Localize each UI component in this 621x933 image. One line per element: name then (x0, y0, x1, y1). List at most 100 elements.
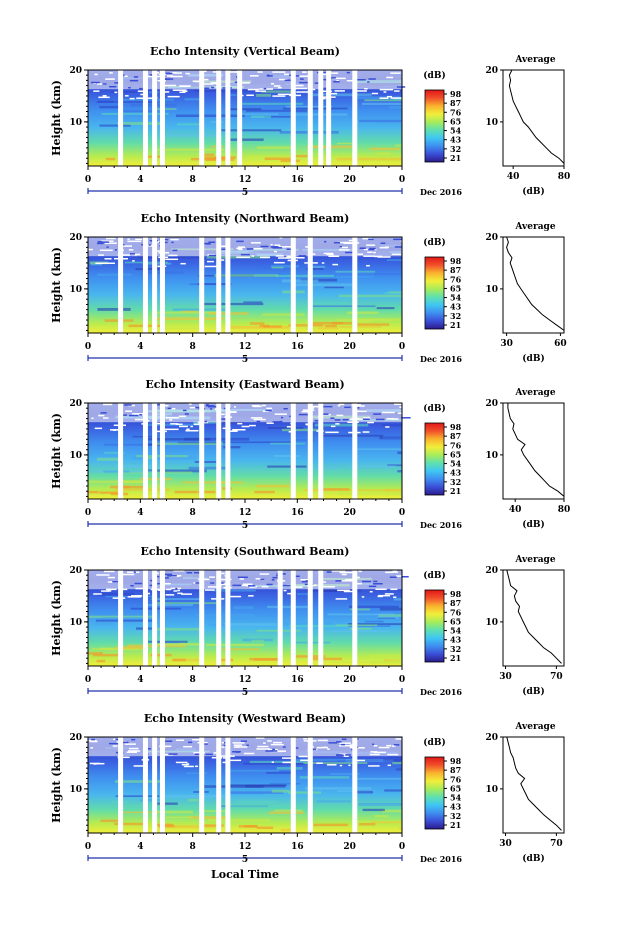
heatmap-blank (272, 71, 286, 73)
heatmap-streak (294, 283, 356, 287)
heatmap-streak (243, 762, 306, 765)
heatmap-speckle (401, 417, 411, 419)
heatmap-speckle (260, 245, 269, 248)
colorbar-unit: (dB) (423, 237, 445, 248)
heatmap-blank (227, 411, 237, 413)
heatmap-blank (267, 740, 272, 742)
heatmap-blank (303, 738, 308, 740)
heatmap-speckle (109, 85, 117, 88)
heatmap-streak (101, 617, 164, 620)
heatmap-blank (259, 256, 271, 259)
heatmap-blank (255, 737, 265, 739)
average-frame (502, 569, 565, 667)
heatmap-speckle (206, 404, 209, 406)
heatmap-streak (160, 327, 203, 330)
heatmap-gap (225, 403, 231, 499)
heatmap-streak (195, 614, 255, 617)
heatmap-streak (187, 798, 199, 802)
heatmap-speckle (396, 86, 406, 88)
heatmap-gap (142, 70, 148, 166)
heatmap-streak (330, 489, 390, 491)
heatmap-blank (362, 431, 370, 433)
x-tick-label: 4 (137, 675, 143, 685)
heatmap-speckle (165, 740, 173, 742)
heatmap-patch (174, 490, 198, 494)
heatmap-blank (185, 429, 199, 432)
x-tick-label: 12 (239, 842, 252, 852)
heatmap-gap (152, 570, 158, 666)
heatmap-blank (369, 753, 380, 756)
heatmap-speckle (272, 748, 275, 751)
heatmap-speckle (359, 247, 366, 249)
heatmap-speckle (131, 738, 136, 741)
colorbar-tick-label: 43 (450, 468, 462, 478)
heatmap-blank (337, 404, 341, 407)
heatmap-speckle (333, 241, 341, 244)
heatmap-blank (274, 250, 277, 253)
heatmap-speckle (323, 78, 328, 81)
heatmap-streak (99, 105, 119, 109)
heatmap-gap (326, 70, 332, 166)
heatmap-blank (237, 246, 246, 248)
heatmap-streak (151, 627, 200, 631)
heatmap-gap (152, 737, 158, 833)
heatmap-gap (159, 737, 165, 833)
heatmap-gap (159, 570, 165, 666)
heatmap-speckle (326, 571, 332, 573)
heatmap-streak (387, 464, 402, 467)
heatmap-blank (147, 592, 151, 595)
heatmap-streak (308, 301, 348, 305)
heatmap-blank (358, 570, 362, 573)
heatmap-blank (339, 764, 343, 767)
average-title: Average (514, 55, 555, 65)
heatmap-blank (129, 97, 135, 100)
heatmap-streak (393, 285, 402, 289)
heatmap-streak (159, 794, 227, 798)
heatmap-blank (261, 585, 269, 588)
heatmap-speckle (118, 741, 129, 744)
heatmap-streak (357, 96, 401, 100)
heatmap-blank (317, 739, 327, 742)
heatmap-patch (122, 485, 146, 489)
heatmap-streak (347, 623, 402, 626)
heatmap-speckle (281, 584, 291, 587)
colorbar-tick-label: 32 (450, 811, 461, 821)
heatmap-blank (353, 759, 366, 762)
heatmap-streak (376, 152, 392, 156)
heatmap-blank (266, 422, 274, 424)
y-tick-label: 10 (69, 618, 82, 628)
heatmap-blank (300, 759, 312, 762)
heatmap-blank (127, 596, 142, 598)
heatmap-blank (183, 745, 193, 748)
heatmap-speckle (129, 79, 139, 82)
heatmap-blank (249, 75, 259, 77)
heatmap-patch (280, 159, 300, 163)
heatmap-patch (256, 826, 274, 830)
heatmap-blank (88, 740, 97, 742)
heatmap-streak (270, 264, 300, 268)
heatmap-blank (373, 751, 386, 754)
heatmap-blank (101, 262, 115, 264)
heatmap-streak (118, 811, 159, 814)
heatmap-speckle (155, 575, 160, 578)
heatmap-gap (142, 737, 148, 833)
heatmap-speckle (128, 414, 139, 417)
heatmap-blank (88, 248, 93, 251)
heatmap-blank (192, 80, 204, 82)
heatmap-streak (135, 267, 166, 271)
heatmap-blank (227, 71, 242, 73)
heatmap-streak (116, 465, 164, 468)
heatmap-streak (349, 627, 372, 630)
heatmap-speckle (209, 408, 213, 410)
colorbar (424, 589, 445, 663)
heatmap-blank (124, 743, 136, 745)
heatmap-speckle (319, 413, 329, 415)
heatmap-blank (326, 92, 338, 95)
heatmap-blank (257, 745, 269, 748)
heatmap-blank (173, 590, 178, 592)
heatmap-speckle (333, 80, 340, 83)
colorbar-tick-label: 76 (450, 607, 462, 617)
heatmap-patch (114, 822, 144, 826)
heatmap-streak (246, 109, 308, 112)
heatmap-streak (330, 630, 390, 633)
